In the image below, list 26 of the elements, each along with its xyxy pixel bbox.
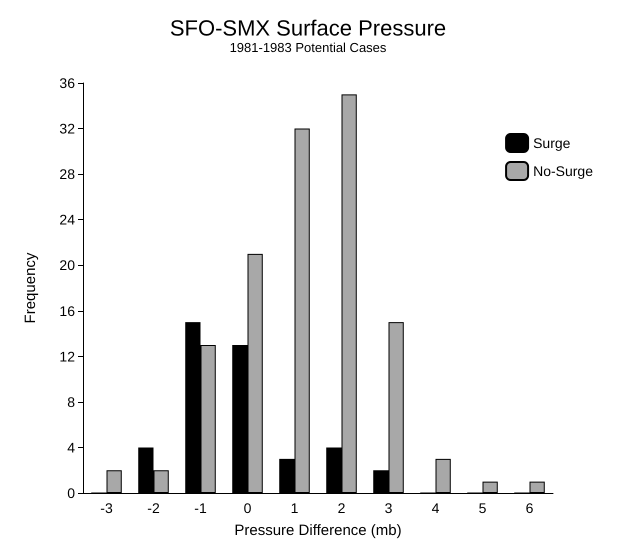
- x-tick-label: 0: [244, 500, 252, 516]
- y-tick-label: 4: [67, 439, 76, 456]
- y-tick-label: 24: [59, 212, 76, 228]
- x-tick-label: -3: [100, 500, 113, 516]
- x-tick-label: 1: [290, 500, 299, 516]
- y-tick-label: 36: [59, 75, 76, 91]
- legend-label: Surge: [533, 135, 571, 151]
- y-tick-label: 16: [59, 302, 76, 319]
- y-tick-label: 0: [67, 485, 76, 501]
- legend-label: No-Surge: [533, 163, 594, 179]
- x-tick-label: 4: [432, 500, 440, 516]
- y-axis-title: Frequency: [22, 252, 39, 324]
- x-tick-label: -2: [147, 500, 160, 516]
- chart-title: SFO-SMX Surface Pressure: [170, 16, 446, 40]
- x-tick-label: 5: [478, 500, 487, 516]
- y-tick-label: 12: [59, 348, 76, 364]
- y-tick-label: 28: [59, 166, 76, 182]
- x-tick-label: 2: [338, 500, 346, 516]
- x-tick-label: -1: [194, 500, 207, 516]
- y-tick-label: 8: [67, 394, 76, 410]
- y-tick-label: 32: [59, 120, 76, 137]
- chart-subtitle: 1981-1983 Potential Cases: [230, 40, 387, 55]
- x-axis-title: Pressure Difference (mb): [234, 522, 402, 539]
- x-tick-label: 3: [384, 500, 393, 516]
- y-tick-label: 20: [59, 257, 76, 274]
- x-tick-label: 6: [526, 500, 534, 516]
